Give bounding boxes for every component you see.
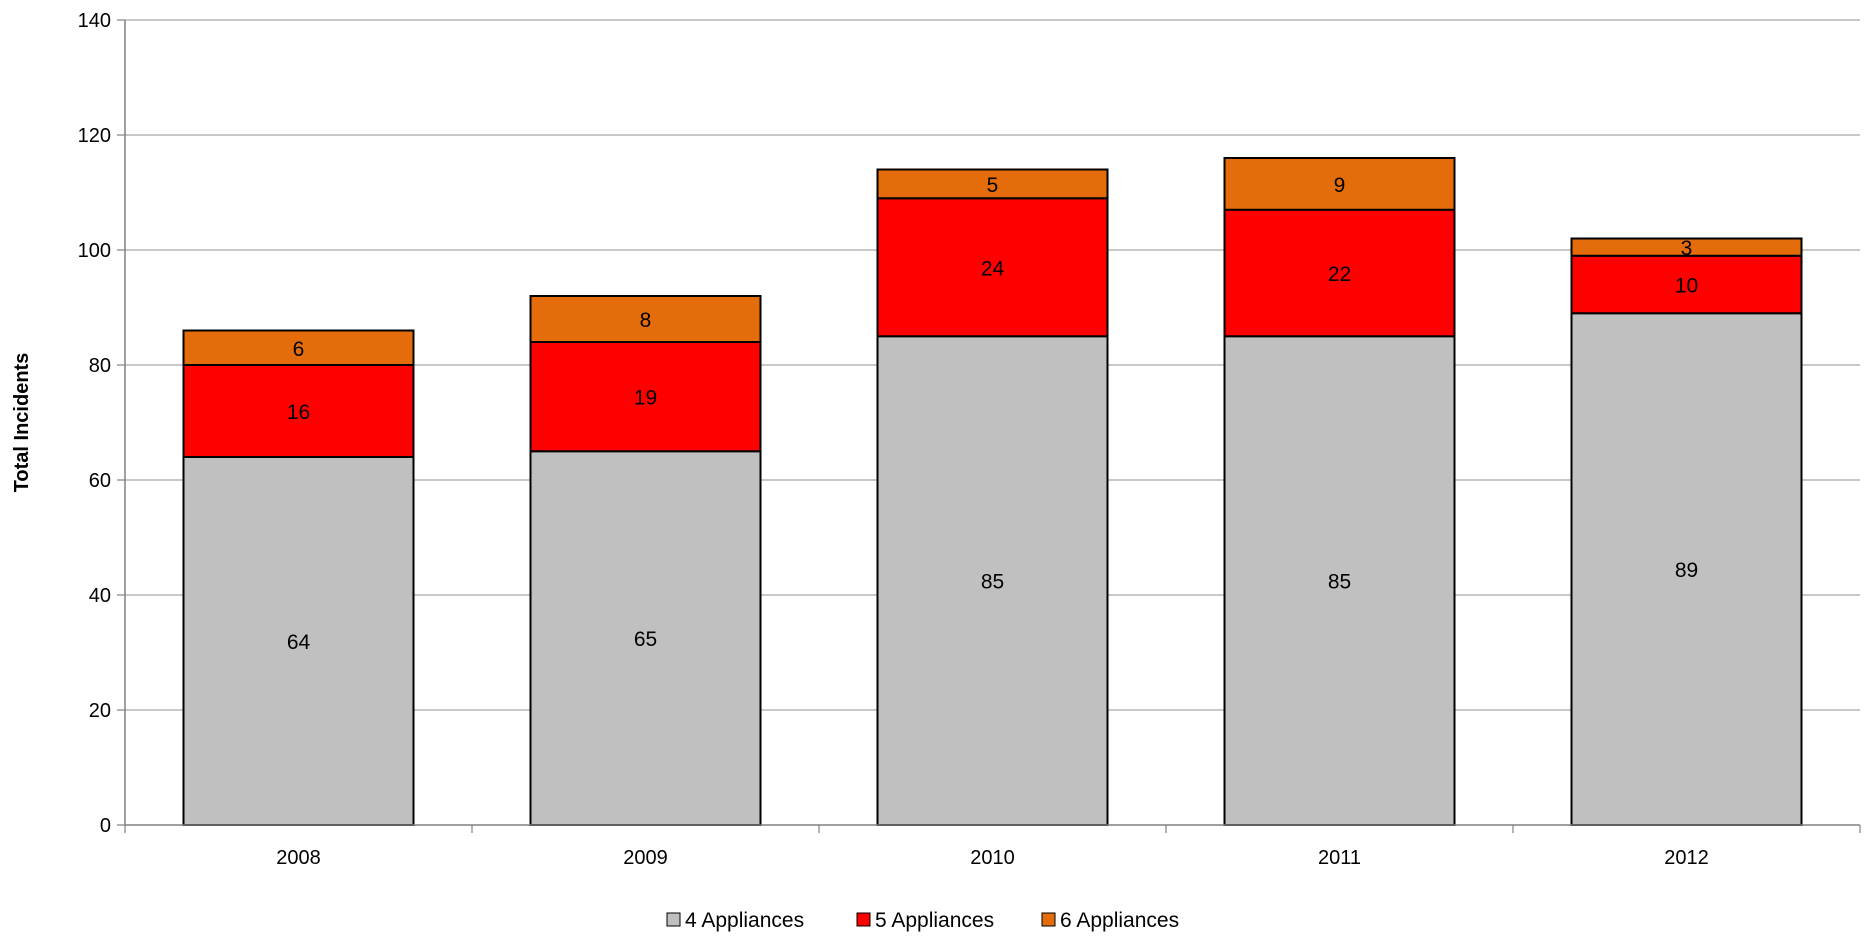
bar-data-label: 5	[987, 174, 999, 197]
bar-segment-6-appliances	[529, 295, 762, 343]
bar-data-label: 89	[1675, 559, 1698, 582]
legend-swatch-6-appliances	[1041, 912, 1056, 927]
legend-label: 6 Appliances	[1060, 909, 1179, 932]
x-tick-label: 2011	[1318, 847, 1361, 869]
bar-data-label: 8	[640, 309, 652, 332]
y-tick-label: 80	[89, 355, 111, 377]
legend-label: 4 Appliances	[685, 909, 804, 932]
y-tick-label: 100	[78, 240, 111, 262]
bar-data-label: 9	[1334, 174, 1346, 197]
x-tick-label: 2009	[623, 847, 668, 869]
bar-segment-4-appliances	[1223, 335, 1456, 826]
bar-segment-5-appliances	[876, 197, 1109, 338]
bar-data-label: 16	[287, 401, 310, 424]
bar-segment-4-appliances	[1570, 312, 1803, 826]
bar-segment-5-appliances	[1223, 208, 1456, 338]
y-tick-label: 60	[89, 470, 111, 492]
bar-data-label: 3	[1681, 237, 1693, 260]
bar-segment-5-appliances	[1570, 254, 1803, 315]
bar-segment-4-appliances	[529, 450, 762, 826]
bar-segment-6-appliances	[1223, 157, 1456, 211]
bar-data-label: 64	[287, 631, 311, 654]
y-tick-label: 20	[89, 700, 111, 722]
bar-data-label: 6	[293, 338, 305, 361]
axes: 0 20 40 60 80 100 120 140 2008 2009 2010 2011 2012	[78, 10, 1861, 869]
bar-data-label: 65	[634, 628, 657, 651]
bar-segment-6-appliances	[1570, 237, 1803, 257]
legend-label: 5 Appliances	[875, 909, 994, 932]
y-axis-title: Total Incidents	[11, 353, 33, 493]
x-tick-label: 2008	[276, 847, 321, 869]
bars: 64 16 6 65 19 8 85 24 5 85 22 9 89 10 3	[182, 157, 1803, 826]
y-tick-label: 0	[100, 815, 111, 837]
bar-segment-5-appliances	[182, 364, 415, 458]
bar-segment-4-appliances	[876, 335, 1109, 826]
bar-data-label: 10	[1675, 275, 1698, 298]
bar-data-label: 85	[1328, 571, 1351, 594]
x-tick-label: 2012	[1664, 847, 1709, 869]
legend-swatch-5-appliances	[856, 912, 871, 927]
bar-data-label: 24	[981, 257, 1005, 280]
bar-segment-6-appliances	[182, 329, 415, 366]
bar-segment-6-appliances	[876, 168, 1109, 200]
bar-data-label: 85	[981, 571, 1004, 594]
legend: 4 Appliances 5 Appliances 6 Appliances	[666, 909, 1179, 932]
legend-swatch-4-appliances	[666, 912, 681, 927]
bar-data-label: 22	[1328, 263, 1351, 286]
bar-segment-5-appliances	[529, 341, 762, 453]
y-tick-label: 40	[89, 585, 111, 607]
y-tick-label: 140	[78, 10, 111, 32]
x-tick-label: 2010	[970, 847, 1015, 869]
bar-data-label: 19	[634, 387, 657, 410]
y-tick-label: 120	[78, 125, 111, 147]
